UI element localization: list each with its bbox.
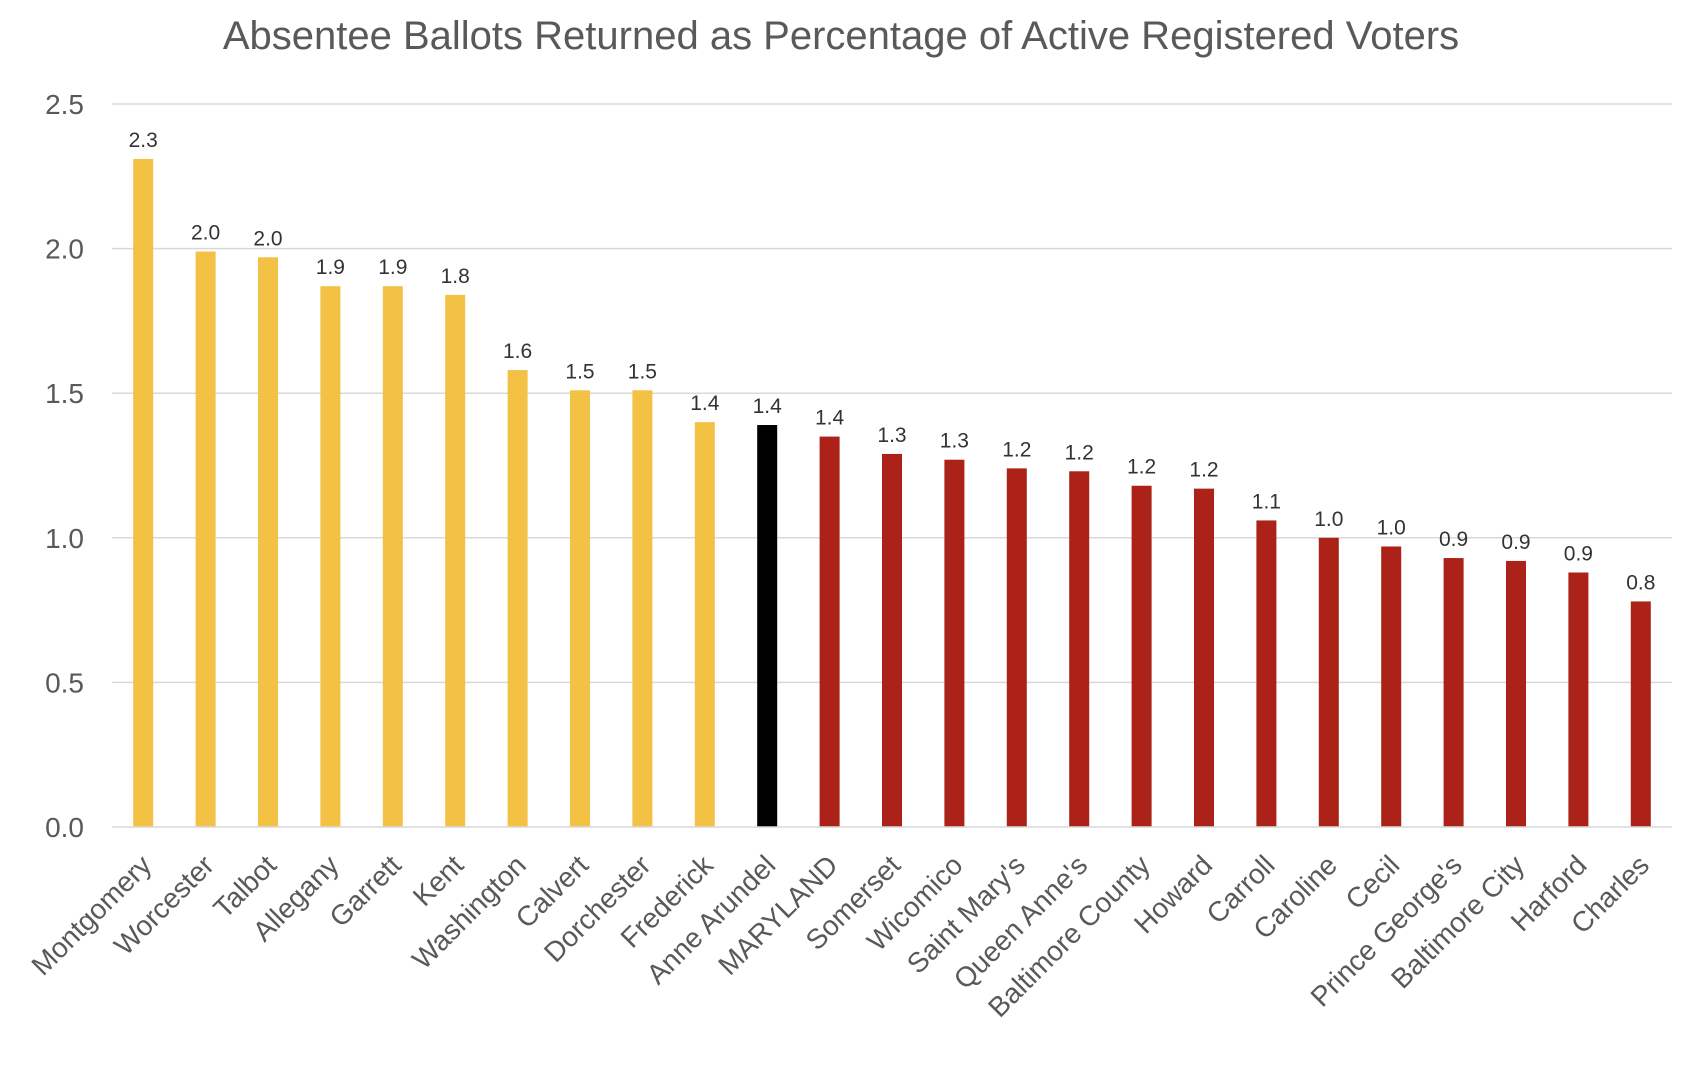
bar	[445, 294, 466, 827]
bar	[1568, 572, 1589, 827]
data-label: 1.3	[877, 424, 906, 447]
bars	[133, 158, 1651, 827]
bar	[757, 425, 778, 827]
bar	[694, 422, 715, 827]
data-label: 1.5	[628, 360, 657, 383]
data-label: 1.2	[1002, 438, 1031, 461]
data-label: 1.8	[441, 265, 470, 288]
bar	[1443, 558, 1464, 827]
bar	[944, 459, 965, 827]
data-label: 1.4	[815, 407, 845, 430]
data-label: 2.3	[129, 129, 158, 152]
data-label: 0.9	[1439, 528, 1468, 551]
bar	[1006, 468, 1027, 827]
bar	[1131, 485, 1152, 827]
bar	[1630, 601, 1651, 827]
data-label: 1.3	[940, 430, 969, 453]
bar	[320, 286, 341, 827]
data-label: 1.0	[1314, 508, 1343, 531]
bar	[195, 251, 216, 827]
bar	[819, 436, 840, 827]
data-label: 1.5	[565, 360, 594, 383]
bar	[1069, 471, 1090, 827]
bar	[1506, 560, 1526, 827]
y-tick-label: 1.5	[45, 378, 84, 409]
bar	[1381, 546, 1402, 827]
y-tick-label: 1.0	[45, 523, 84, 554]
data-label: 0.8	[1626, 571, 1655, 594]
bar	[258, 257, 278, 827]
x-category-label: Garrett	[324, 849, 408, 933]
bar	[632, 390, 653, 827]
data-label: 1.1	[1252, 490, 1281, 513]
y-axis-tick-labels: 0.0 0.5 1.0 1.5 2.0 2.5	[45, 89, 84, 843]
data-label: 2.0	[191, 221, 220, 244]
y-tick-label: 2.0	[45, 234, 84, 265]
y-tick-label: 0.5	[45, 667, 84, 698]
bar	[507, 370, 528, 827]
chart-title: Absentee Ballots Returned as Percentage …	[222, 14, 1460, 58]
bar	[1194, 488, 1214, 827]
data-label: 1.2	[1127, 456, 1156, 479]
data-label: 2.0	[253, 227, 282, 250]
bar	[570, 390, 590, 827]
data-label: 1.9	[316, 256, 345, 279]
data-label: 1.2	[1065, 441, 1094, 464]
data-label: 1.4	[753, 395, 783, 418]
y-tick-label: 0.0	[45, 812, 84, 843]
bar	[1256, 520, 1277, 827]
bar	[1318, 537, 1339, 827]
data-label: 1.4	[690, 392, 720, 415]
data-label: 1.0	[1377, 516, 1406, 539]
y-tick-label: 2.5	[45, 89, 84, 120]
data-label: 1.9	[378, 256, 407, 279]
x-axis-category-labels: MontgomeryWorcesterTalbotAlleganyGarrett…	[25, 849, 1655, 1023]
bar	[382, 286, 403, 827]
data-label: 1.2	[1189, 459, 1218, 482]
data-label: 0.9	[1501, 531, 1530, 554]
bar	[882, 453, 902, 827]
data-labels: 2.3 2.0 2.0 1.9 1.9 1.8 1.6 1.5 1.5 1.4 1.4 1.4 1.3 1…	[129, 129, 1656, 594]
data-label: 1.6	[503, 340, 532, 363]
bar	[133, 158, 154, 827]
data-label: 0.9	[1564, 543, 1593, 566]
